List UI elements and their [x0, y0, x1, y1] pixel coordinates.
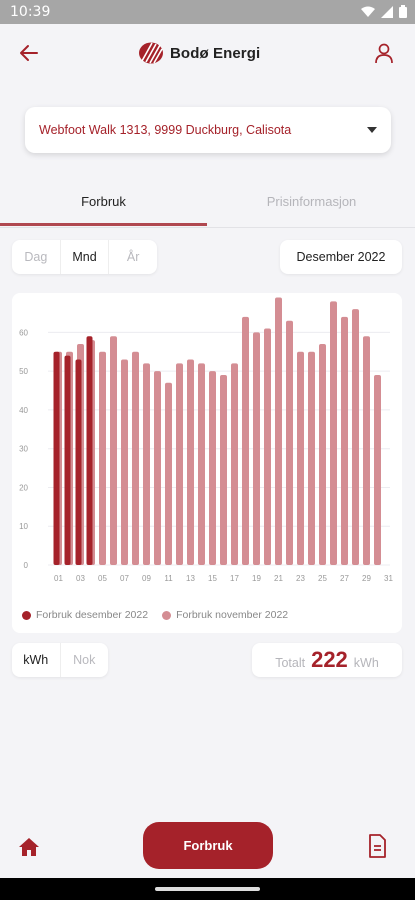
period-month[interactable]: Mnd	[59, 240, 110, 274]
person-icon[interactable]	[373, 42, 395, 64]
y-tick-label: 40	[19, 406, 28, 415]
x-tick-label: 23	[296, 574, 305, 583]
bar-december[interactable]	[53, 351, 60, 565]
status-bar: 10:39	[0, 0, 415, 24]
caret-down-icon	[367, 127, 377, 133]
bar-november[interactable]	[220, 375, 227, 565]
bar-november[interactable]	[99, 351, 106, 565]
bar-november[interactable]	[253, 332, 260, 565]
bar-november[interactable]	[110, 336, 117, 565]
legend-item-december: Forbruk desember 2022	[22, 609, 148, 621]
unit-kwh[interactable]: kWh	[12, 643, 61, 677]
unit-toggle: kWh Nok	[12, 643, 108, 677]
arrow-left-icon[interactable]	[18, 42, 40, 64]
home-icon[interactable]	[18, 836, 40, 858]
consumption-chart: 0 10 20 30 40 50 60 01 03 05 07 09 11 13 15 17 19 21 23 25 2…	[19, 297, 393, 583]
legend-dot-november	[162, 610, 172, 620]
legend-item-november: Forbruk november 2022	[162, 609, 288, 621]
y-tick-label: 10	[19, 522, 28, 531]
bar-november[interactable]	[319, 344, 326, 565]
bottom-nav: Forbruk	[0, 810, 415, 878]
bar-november[interactable]	[187, 359, 194, 565]
legend-label-december: Forbruk desember 2022	[36, 609, 149, 621]
bar-november[interactable]	[154, 371, 161, 565]
bar-november[interactable]	[143, 363, 150, 565]
bar-november[interactable]	[341, 316, 348, 565]
y-tick-label: 0	[24, 561, 29, 570]
system-nav-bar	[0, 878, 415, 900]
x-tick-label: 19	[252, 574, 261, 583]
total-unit: kWh	[353, 656, 379, 670]
x-tick-label: 31	[384, 574, 393, 583]
tab-bar: Forbruk Prisinformasjon	[0, 183, 415, 228]
x-tick-label: 25	[318, 574, 327, 583]
bar-november[interactable]	[374, 375, 381, 565]
bar-november[interactable]	[231, 363, 238, 565]
bar-november[interactable]	[176, 363, 183, 565]
period-toggle: Dag Mnd År	[12, 240, 157, 274]
unit-nok[interactable]: Nok	[73, 653, 96, 667]
bar-november[interactable]	[330, 301, 337, 565]
x-tick-label: 07	[120, 574, 129, 583]
bar-november[interactable]	[165, 382, 172, 565]
period-day[interactable]: Dag	[24, 250, 48, 264]
app-bar: Bodø Energi	[0, 24, 415, 84]
forbruk-button[interactable]: Forbruk	[143, 822, 273, 869]
x-tick-label: 29	[362, 574, 371, 583]
wifi-icon	[361, 6, 375, 17]
status-icons	[361, 5, 407, 18]
x-tick-label: 13	[186, 574, 195, 583]
y-tick-label: 30	[19, 445, 28, 454]
document-icon[interactable]	[366, 834, 388, 858]
address-value: Webfoot Walk 1313, 9999 Duckburg, Caliso…	[39, 123, 292, 137]
bar-november[interactable]	[121, 359, 128, 565]
month-selector[interactable]: Desember 2022	[280, 240, 402, 274]
battery-icon	[399, 5, 407, 18]
bodo-logo-icon	[139, 42, 163, 64]
x-tick-label: 09	[142, 574, 151, 583]
chart-legend: Forbruk desember 2022 Forbruk november 2…	[22, 609, 288, 621]
bar-november[interactable]	[275, 297, 282, 565]
bar-november[interactable]	[242, 316, 249, 565]
bar-november[interactable]	[363, 336, 370, 565]
chart-card: 0 10 20 30 40 50 60 01 03 05 07 09 11 13 15 17 19 21 23 25 2…	[12, 293, 402, 633]
total-value: 222	[311, 647, 348, 672]
x-tick-label: 27	[340, 574, 349, 583]
y-tick-label: 20	[19, 483, 28, 492]
bar-december[interactable]	[86, 336, 93, 565]
y-tick-label: 50	[19, 367, 28, 376]
bar-november[interactable]	[209, 371, 216, 565]
x-tick-label: 03	[76, 574, 85, 583]
legend-label-november: Forbruk november 2022	[176, 609, 289, 621]
y-tick-label: 60	[19, 328, 28, 337]
x-tick-label: 05	[98, 574, 107, 583]
tab-forbruk[interactable]: Forbruk	[0, 183, 207, 226]
x-tick-label: 17	[230, 574, 239, 583]
x-tick-label: 15	[208, 574, 217, 583]
home-gesture-pill	[155, 887, 260, 891]
bar-november[interactable]	[132, 351, 139, 565]
legend-dot-december	[22, 610, 31, 620]
x-tick-label: 01	[54, 574, 63, 583]
x-tick-label: 11	[164, 574, 173, 583]
status-time: 10:39	[10, 4, 51, 20]
total-label: Totalt	[275, 656, 306, 670]
address-select[interactable]: Webfoot Walk 1313, 9999 Duckburg, Caliso…	[25, 107, 391, 153]
brand-logo: Bodø Energi	[138, 41, 260, 65]
bar-november[interactable]	[286, 320, 293, 565]
signal-icon	[381, 5, 393, 18]
x-tick-label: 21	[274, 574, 283, 583]
bar-december[interactable]	[64, 355, 71, 565]
bar-november[interactable]	[352, 309, 359, 565]
total-box: Totalt 222 kWh	[252, 643, 402, 677]
bar-november[interactable]	[308, 351, 315, 565]
bar-december[interactable]	[75, 359, 82, 565]
period-year[interactable]: År	[126, 250, 140, 264]
bar-november[interactable]	[297, 351, 304, 565]
tab-prisinformasjon[interactable]: Prisinformasjon	[266, 194, 357, 209]
bar-november[interactable]	[264, 328, 271, 565]
bar-november[interactable]	[198, 363, 205, 565]
brand-name: Bodø Energi	[170, 44, 261, 62]
